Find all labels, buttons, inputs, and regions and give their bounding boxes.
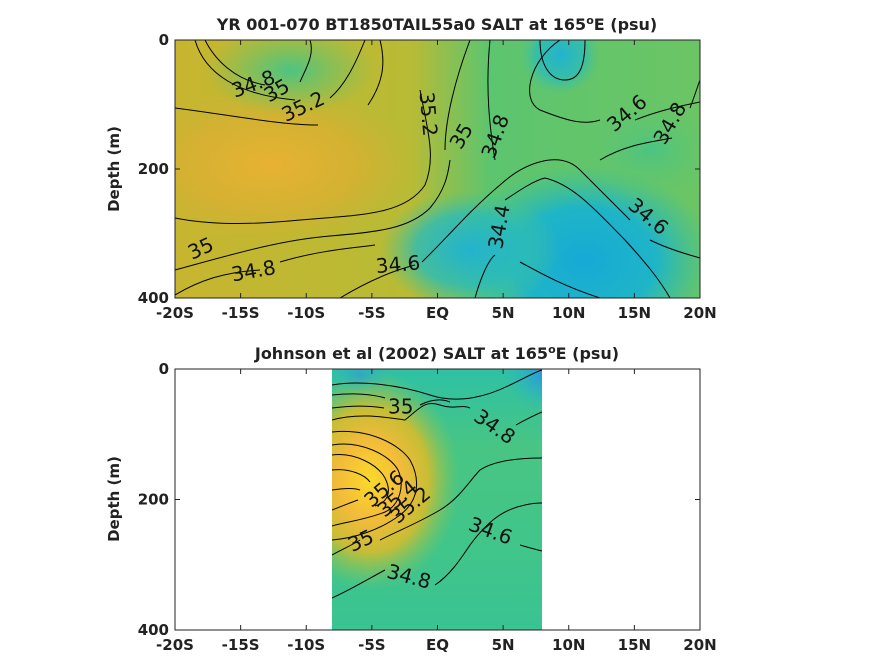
y-tick-label: 200 [138, 491, 169, 509]
bottom-y-axis-label: Depth (m) [105, 456, 123, 542]
x-tick-label: -15S [222, 636, 260, 654]
bottom-heatmap-fill [332, 369, 542, 630]
top-contour-lines [175, 40, 700, 298]
x-tick-label: 15N [618, 304, 651, 322]
contour-label: 35.2 [415, 91, 443, 137]
y-tick-label: 400 [138, 621, 169, 639]
contour-label: 34.6 [375, 250, 421, 278]
top-chart-title: YR 001-070 BT1850TAIL55a0 SALT at 165oE … [216, 14, 658, 35]
x-tick-label: -10S [287, 636, 325, 654]
x-tick-label: 5N [492, 636, 515, 654]
y-tick-label: 400 [138, 289, 169, 307]
y-tick-label: 0 [159, 31, 169, 49]
x-tick-label: 10N [552, 636, 585, 654]
x-tick-label: -20S [156, 304, 194, 322]
x-tick-label: -5S [358, 304, 385, 322]
x-tick-label: -10S [287, 304, 325, 322]
bottom-chart-title: Johnson et al (2002) SALT at 165oE (psu) [254, 343, 619, 364]
bottom-salinity-panel: 35 34.835.635.435.235 34.634.8 -20S -15S -10… [105, 343, 717, 655]
x-tick-label: 5N [492, 304, 515, 322]
top-y-axis-label: Depth (m) [105, 126, 123, 212]
x-tick-label: 15N [618, 636, 651, 654]
contour-label: 35 [388, 395, 413, 419]
top-heatmap-fill [175, 40, 700, 298]
x-tick-label: 20N [683, 636, 716, 654]
x-tick-label: -5S [358, 636, 385, 654]
x-tick-label: 20N [683, 304, 716, 322]
x-tick-label: EQ [426, 304, 449, 322]
x-tick-label: 10N [552, 304, 585, 322]
top-axis-ticks: -20S -15S -10S -5S EQ 5N 10N 15N 20N 0 200 400 [138, 31, 717, 322]
x-tick-label: -20S [156, 636, 194, 654]
bottom-contour-lines [332, 369, 542, 599]
y-tick-label: 200 [138, 160, 169, 178]
x-tick-label: EQ [426, 636, 449, 654]
y-tick-label: 0 [159, 360, 169, 378]
x-tick-label: -15S [222, 304, 260, 322]
bottom-axis-ticks: -20S -15S -10S -5S EQ 5N 10N 15N 20N 0 200 400 [138, 360, 717, 654]
